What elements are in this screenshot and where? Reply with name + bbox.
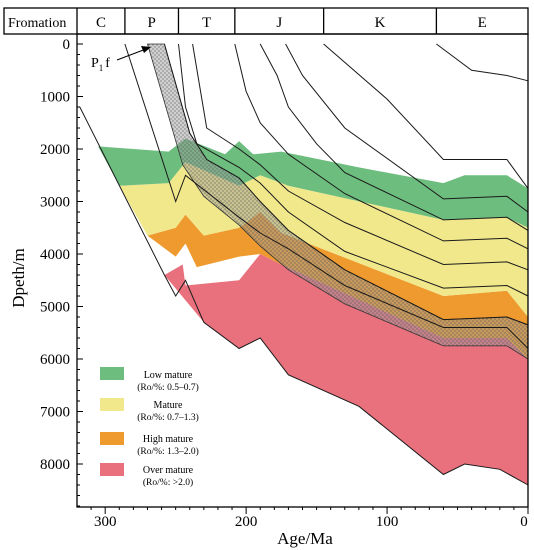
legend-range-mature: (Ro/%: 0.7–1.3) [137,412,198,423]
legend-swatch-low-mature [100,367,124,380]
x-tick-label: 200 [235,514,258,530]
x-axis: 300 200 100 0 [90,507,529,530]
y-tick-label: 5000 [40,300,70,316]
formation-header-title: Fromation [8,16,66,31]
strata-line-4 [192,43,529,271]
y-axis: 0 1000 2000 3000 4000 5000 6000 7000 8000 [40,37,83,507]
y-tick-label: 3000 [40,195,70,211]
x-tick-label: 300 [94,514,117,530]
strata-line-6 [259,43,529,231]
period-label-p: P [148,15,156,31]
strata-line-3 [178,43,529,297]
period-label-e: E [478,15,487,31]
legend-label-high-mature: High mature [143,434,194,445]
y-tick-label: 6000 [40,352,70,368]
legend: Low mature(Ro/%: 0.5–0.7) Mature(Ro/%: 0.… [100,367,199,488]
p1f-arrow-head [141,46,151,53]
strata-line-8 [323,43,529,189]
formation-header: Fromation C P T J K E [3,7,529,35]
strata-burial-lines [124,43,529,349]
period-label-k: K [375,15,386,31]
y-tick-label: 0 [63,37,71,53]
legend-range-over-mature: (Ro/%: >2.0) [143,477,193,488]
period-label-t: T [202,15,211,31]
period-label-j: J [276,15,282,31]
strata-line-2 [163,43,529,326]
legend-range-high-mature: (Ro/%: 1.3–2.0) [137,446,198,457]
p1f-label: P1 f [91,56,110,73]
y-tick-label: 7000 [40,405,70,421]
y-tick-label: 8000 [40,457,70,473]
x-tick-label: 0 [520,514,528,530]
y-axis-title: Dpeth/m [9,248,28,308]
legend-range-low-mature: (Ro/%: 0.5–0.7) [137,382,198,393]
legend-label-over-mature: Over mature [143,465,194,476]
y-tick-label: 2000 [40,142,70,158]
period-label-c: C [96,15,106,31]
header-frame [3,7,529,35]
p1f-arrow-shaft [116,48,147,61]
legend-swatch-mature [100,398,124,411]
legend-swatch-over-mature [100,463,124,476]
basement-line [79,106,529,486]
zone-over-mature [164,254,528,485]
legend-label-low-mature: Low mature [144,370,193,381]
y-tick-label: 4000 [40,247,70,263]
strata-line-7 [285,43,529,213]
x-axis-title: Age/Ma [277,529,333,548]
legend-swatch-high-mature [100,432,124,445]
x-tick-label: 100 [376,514,399,530]
p1f-annotation: P1 f [91,46,151,73]
strata-line-9 [436,43,529,82]
legend-label-mature: Mature [154,400,183,411]
strata-line-1 [124,43,529,349]
y-tick-label: 1000 [40,90,70,106]
strata-line-5 [234,43,529,250]
